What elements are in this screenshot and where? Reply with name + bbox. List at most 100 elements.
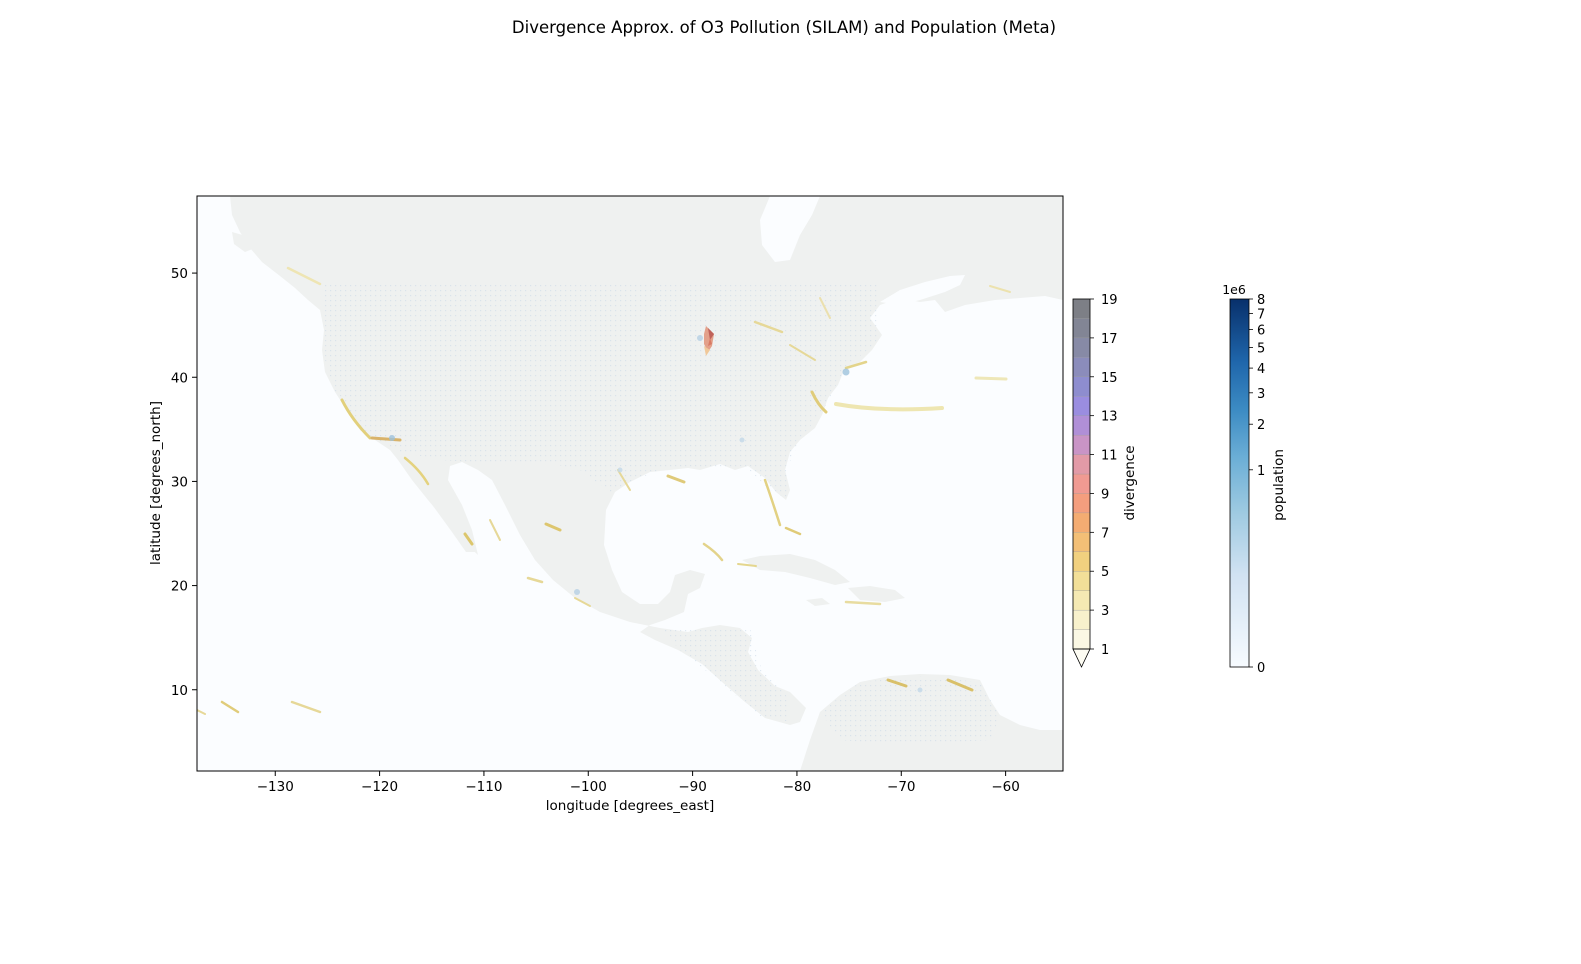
atlantic-ozone-streak xyxy=(834,402,944,412)
x-tick-label: −90 xyxy=(678,779,707,795)
east-coast-streak xyxy=(810,390,828,414)
population-colorbar-tick-label: 5 xyxy=(1257,341,1265,356)
divergence-colorbar-band xyxy=(1072,318,1091,339)
hotspot-caracas xyxy=(917,687,923,693)
canada-streak-3 xyxy=(989,285,1011,293)
divergence-colorbar-tick-label: 15 xyxy=(1101,371,1118,386)
divergence-colorbar-tick-label: 1 xyxy=(1101,643,1109,658)
y-tick-label: 30 xyxy=(171,474,188,490)
gulf-coast-streak-1 xyxy=(617,469,631,491)
divergence-colorbar-band xyxy=(1072,376,1091,397)
caribbean-streak-1 xyxy=(737,563,757,567)
population-grid-central-america xyxy=(660,628,790,722)
florida-streak xyxy=(763,478,782,527)
divergence-colorbar-band xyxy=(1072,532,1091,552)
hotspot-mexico-city xyxy=(574,589,580,595)
divergence-colorbar-band xyxy=(1072,454,1091,475)
divergence-colorbar-band xyxy=(1072,434,1091,455)
x-axis-ticks: −130 −120 −110 −100 −90 −80 −70 −60 xyxy=(257,771,1020,795)
jamaica xyxy=(806,598,830,606)
divergence-colorbar-band xyxy=(1072,493,1091,514)
divergence-colorbar-band xyxy=(1072,396,1091,416)
divergence-colorbar-extend-arrow xyxy=(1072,648,1091,668)
lake-michigan-peak-2 xyxy=(708,338,712,346)
divergence-colorbar-tick-label: 5 xyxy=(1101,565,1109,580)
divergence-colorbar-band xyxy=(1072,512,1091,533)
mexico-streak-1 xyxy=(544,522,562,532)
x-tick-label: −60 xyxy=(991,779,1020,795)
divergence-colorbar-band xyxy=(1072,415,1091,436)
divergence-streaks xyxy=(197,266,1011,715)
great-lakes-streak xyxy=(789,344,816,361)
y-tick-label: 40 xyxy=(171,370,188,386)
baja-california xyxy=(404,446,476,552)
population-grid-south-america xyxy=(820,676,1000,745)
divergence-colorbar-tick-label: 19 xyxy=(1101,293,1118,308)
baja-streak xyxy=(403,456,430,486)
lake-michigan-edge xyxy=(704,346,710,356)
divergence-colorbar-band xyxy=(1072,609,1091,630)
pacific-streak-2 xyxy=(290,700,322,714)
population-colorbar-tick-label: 1 xyxy=(1257,464,1265,479)
divergence-colorbar-frame xyxy=(1072,298,1091,650)
x-tick-label: −70 xyxy=(887,779,916,795)
mexico-west-streak xyxy=(489,519,501,541)
mexico-streak-3 xyxy=(574,597,591,607)
hotspot-chicago xyxy=(697,335,703,341)
cuba xyxy=(742,554,850,585)
divergence-colorbar-band xyxy=(1072,551,1091,572)
x-tick-label: −120 xyxy=(361,779,398,795)
map-frame xyxy=(196,195,1064,772)
population-colorbar-tick-label: 6 xyxy=(1257,323,1265,338)
divergence-colorbar-band xyxy=(1072,337,1091,358)
bermuda-streak xyxy=(974,376,1008,381)
population-colorbar-scale-label: 1e6 xyxy=(1222,282,1246,297)
population-colorbar-tick-label: 0 xyxy=(1257,661,1265,676)
divergence-colorbar-band xyxy=(1072,473,1091,494)
population-colorbar-tick-label: 2 xyxy=(1257,418,1265,433)
pacific-nw-streak xyxy=(286,266,322,286)
x-tick-label: −110 xyxy=(465,779,502,795)
map-panel: −130 −120 −110 −100 −90 −80 −70 −60 1020304050 … xyxy=(148,195,1064,814)
canada-streak-2 xyxy=(819,297,831,319)
population-colorbar-label: population xyxy=(1271,449,1287,521)
population-colorbar-tick-label: 4 xyxy=(1257,362,1265,377)
cuba-streak xyxy=(702,542,724,562)
y-tick-label: 50 xyxy=(171,266,188,282)
lake-michigan-hotspot xyxy=(704,326,714,356)
divergence-colorbar-band xyxy=(1072,298,1091,319)
population-colorbar-ticks: 0 1 2 3 4 5 678 xyxy=(1249,293,1265,676)
socal-streak xyxy=(370,436,402,442)
lake-michigan-peak xyxy=(708,328,714,340)
divergence-colorbar-band xyxy=(1072,629,1091,650)
y-tick-label: 10 xyxy=(171,683,188,699)
vancouver-island xyxy=(232,232,255,252)
venezuela-streak-2 xyxy=(946,678,974,692)
divergence-colorbar-band xyxy=(1072,571,1091,591)
baja-tip-streak xyxy=(463,532,474,546)
y-axis-label: latitude [degrees_north] xyxy=(148,401,164,565)
pacific-streak-1 xyxy=(220,700,240,714)
divergence-colorbar-tick-label: 3 xyxy=(1101,604,1109,619)
new-york-streak xyxy=(844,360,868,370)
hotspot-atlanta xyxy=(739,437,745,443)
california-coast-streak xyxy=(340,398,372,440)
divergence-colorbar-band xyxy=(1072,357,1091,377)
x-axis-label: longitude [degrees_east] xyxy=(546,798,714,814)
population-colorbar-tick-label: 8 xyxy=(1257,293,1265,308)
divergence-colorbar-band xyxy=(1072,590,1091,611)
venezuela-streak-1 xyxy=(886,678,908,688)
pacific-streak-3 xyxy=(197,709,206,715)
gulf-of-st-lawrence xyxy=(880,275,965,305)
population-grid xyxy=(322,282,880,500)
population-colorbar-tick-label: 7 xyxy=(1257,307,1265,322)
population-colorbar-tick-label: 3 xyxy=(1257,387,1265,402)
x-tick-label: −130 xyxy=(257,779,294,795)
y-tick-label: 20 xyxy=(171,579,188,595)
divergence-colorbar-label: divergence xyxy=(1122,445,1138,520)
divergence-colorbar-tick-label: 9 xyxy=(1101,487,1109,502)
hotspot-new-york xyxy=(842,368,850,376)
